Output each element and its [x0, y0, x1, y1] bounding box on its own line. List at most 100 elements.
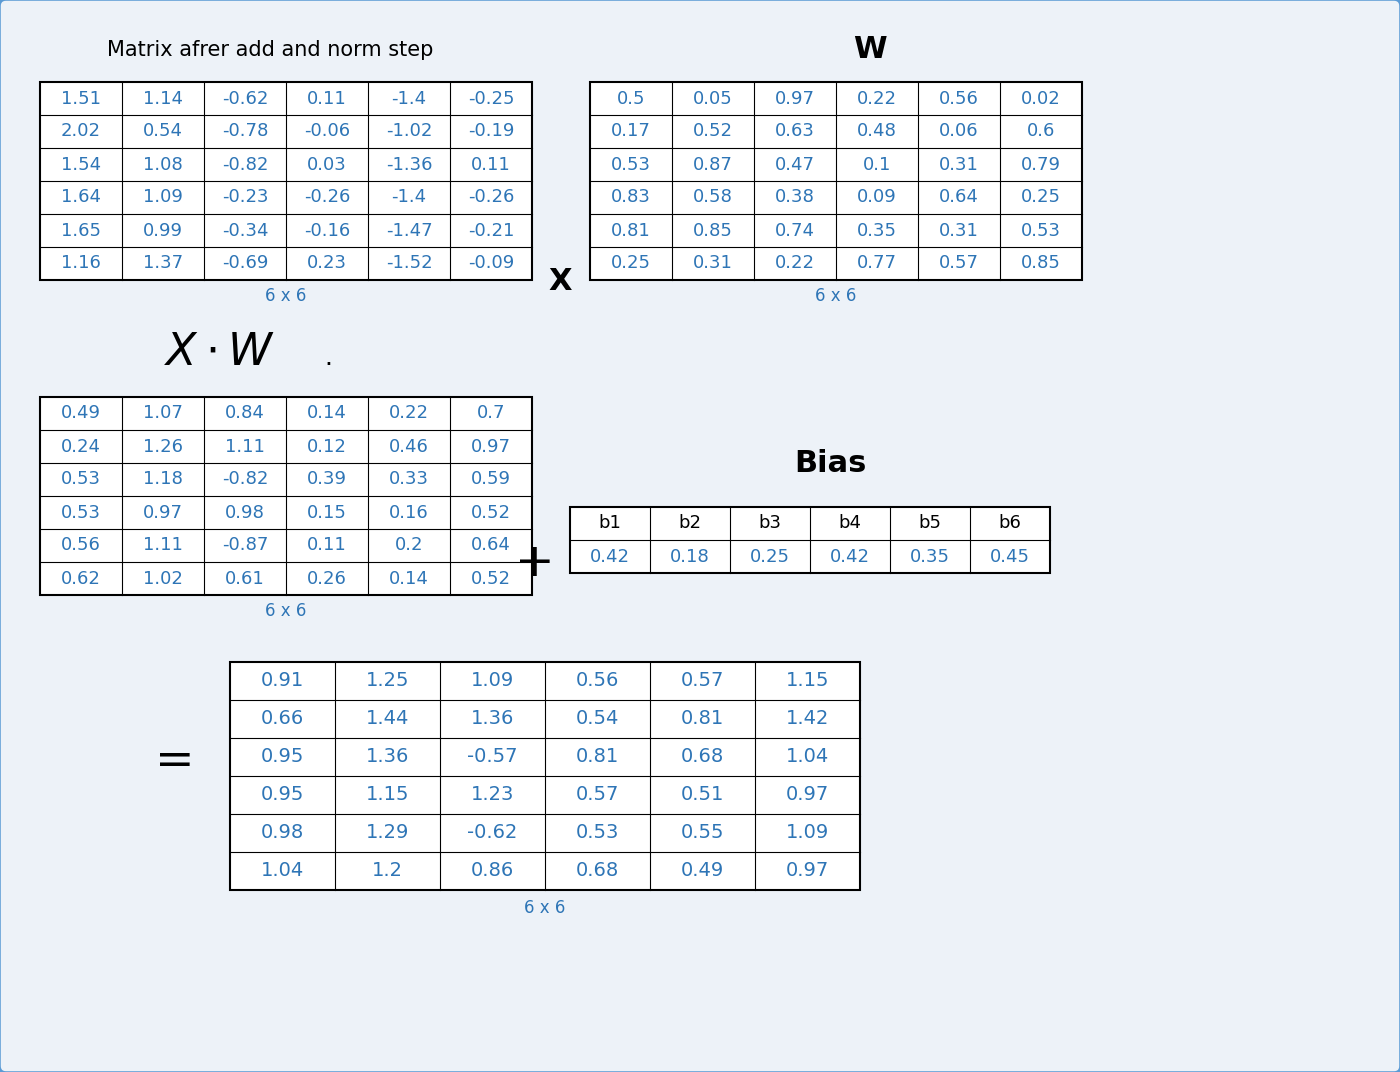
Text: 0.14: 0.14: [307, 404, 347, 422]
Text: 1.09: 1.09: [143, 189, 183, 207]
Text: 1.11: 1.11: [225, 437, 265, 456]
Text: 6 x 6: 6 x 6: [266, 602, 307, 620]
Text: 1.15: 1.15: [365, 786, 409, 804]
Text: 1.64: 1.64: [62, 189, 101, 207]
Text: 1.2: 1.2: [372, 862, 403, 880]
Text: 0.52: 0.52: [470, 504, 511, 521]
Text: $X \cdot W$: $X \cdot W$: [164, 330, 276, 373]
Text: 0.02: 0.02: [1021, 89, 1061, 107]
Bar: [41, 397, 532, 595]
Text: 0.97: 0.97: [785, 786, 829, 804]
Text: b4: b4: [839, 515, 861, 533]
Text: 0.24: 0.24: [62, 437, 101, 456]
Text: -0.62: -0.62: [468, 823, 518, 843]
Text: 0.56: 0.56: [575, 671, 619, 690]
Text: b2: b2: [679, 515, 701, 533]
Text: 1.07: 1.07: [143, 404, 183, 422]
Text: 1.51: 1.51: [62, 89, 101, 107]
Text: 0.86: 0.86: [470, 862, 514, 880]
Text: 0.17: 0.17: [610, 122, 651, 140]
Text: -0.57: -0.57: [468, 747, 518, 766]
Text: 0.63: 0.63: [776, 122, 815, 140]
Text: 1.14: 1.14: [143, 89, 183, 107]
Text: 0.98: 0.98: [225, 504, 265, 521]
Text: 1.54: 1.54: [62, 155, 101, 174]
Text: Matrix afrer add and norm step: Matrix afrer add and norm step: [106, 40, 433, 60]
Text: 2.02: 2.02: [62, 122, 101, 140]
Text: 0.18: 0.18: [671, 548, 710, 566]
Text: 1.09: 1.09: [470, 671, 514, 690]
Text: 0.33: 0.33: [389, 471, 428, 489]
Text: 0.2: 0.2: [395, 536, 423, 554]
Text: 1.42: 1.42: [785, 710, 829, 729]
Text: 0.06: 0.06: [939, 122, 979, 140]
Text: 0.53: 0.53: [1021, 222, 1061, 239]
Text: 0.81: 0.81: [612, 222, 651, 239]
Text: -0.06: -0.06: [304, 122, 350, 140]
Text: 0.49: 0.49: [62, 404, 101, 422]
Text: b1: b1: [599, 515, 622, 533]
Text: 0.7: 0.7: [477, 404, 505, 422]
Text: 0.81: 0.81: [575, 747, 619, 766]
Text: 0.58: 0.58: [693, 189, 734, 207]
Text: 0.1: 0.1: [862, 155, 892, 174]
Text: 1.25: 1.25: [365, 671, 409, 690]
Text: -0.26: -0.26: [304, 189, 350, 207]
Text: 1.04: 1.04: [785, 747, 829, 766]
Text: 1.29: 1.29: [365, 823, 409, 843]
Text: 0.35: 0.35: [910, 548, 951, 566]
Text: 0.23: 0.23: [307, 254, 347, 272]
Text: 0.16: 0.16: [389, 504, 428, 521]
Text: 0.98: 0.98: [260, 823, 304, 843]
Text: 0.53: 0.53: [610, 155, 651, 174]
Bar: [570, 507, 1050, 574]
Text: -0.23: -0.23: [221, 189, 269, 207]
Text: 0.57: 0.57: [680, 671, 724, 690]
Text: 0.52: 0.52: [693, 122, 734, 140]
Text: 0.12: 0.12: [307, 437, 347, 456]
Text: 1.02: 1.02: [143, 569, 183, 587]
Text: 0.56: 0.56: [939, 89, 979, 107]
Text: 0.97: 0.97: [470, 437, 511, 456]
Text: 1.18: 1.18: [143, 471, 183, 489]
Text: 0.56: 0.56: [62, 536, 101, 554]
Text: 0.77: 0.77: [857, 254, 897, 272]
Text: 0.85: 0.85: [1021, 254, 1061, 272]
Text: +: +: [515, 541, 554, 586]
Text: 0.09: 0.09: [857, 189, 897, 207]
Text: 0.26: 0.26: [307, 569, 347, 587]
Text: 0.46: 0.46: [389, 437, 428, 456]
Text: 0.25: 0.25: [610, 254, 651, 272]
Text: 0.97: 0.97: [776, 89, 815, 107]
Text: 0.85: 0.85: [693, 222, 734, 239]
Text: 0.11: 0.11: [472, 155, 511, 174]
Text: 0.49: 0.49: [680, 862, 724, 880]
Text: -0.19: -0.19: [468, 122, 514, 140]
Text: -0.21: -0.21: [468, 222, 514, 239]
Text: 0.45: 0.45: [990, 548, 1030, 566]
Text: 0.54: 0.54: [143, 122, 183, 140]
Text: 0.61: 0.61: [225, 569, 265, 587]
Text: 0.95: 0.95: [260, 747, 304, 766]
Text: 0.11: 0.11: [307, 536, 347, 554]
Text: 0.64: 0.64: [470, 536, 511, 554]
Text: -0.87: -0.87: [221, 536, 269, 554]
Text: 6 x 6: 6 x 6: [525, 899, 566, 917]
Text: 1.08: 1.08: [143, 155, 183, 174]
Text: -0.26: -0.26: [468, 189, 514, 207]
Text: -1.4: -1.4: [392, 89, 427, 107]
Text: 1.37: 1.37: [143, 254, 183, 272]
Text: 0.95: 0.95: [260, 786, 304, 804]
Text: 0.83: 0.83: [610, 189, 651, 207]
Text: 0.11: 0.11: [307, 89, 347, 107]
Text: 1.11: 1.11: [143, 536, 183, 554]
Text: -0.16: -0.16: [304, 222, 350, 239]
Text: 0.81: 0.81: [680, 710, 724, 729]
Text: 0.66: 0.66: [260, 710, 304, 729]
Text: 0.74: 0.74: [776, 222, 815, 239]
Text: 0.22: 0.22: [857, 89, 897, 107]
Text: -1.52: -1.52: [385, 254, 433, 272]
Text: W: W: [853, 35, 886, 64]
Text: 0.22: 0.22: [776, 254, 815, 272]
Text: 0.03: 0.03: [307, 155, 347, 174]
